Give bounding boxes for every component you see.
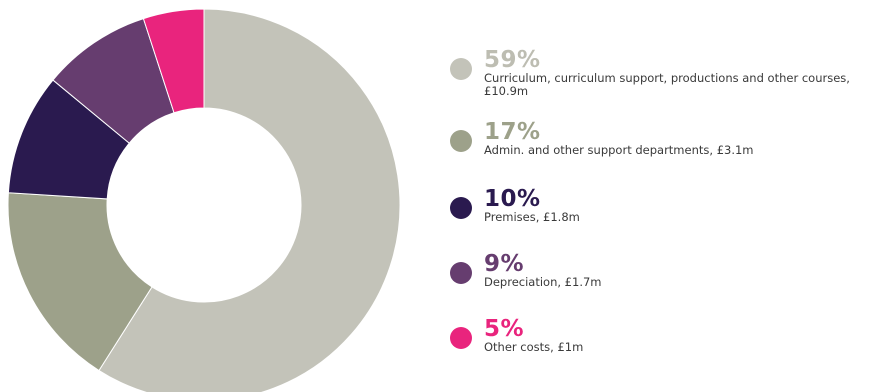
- legend-percent: 9%: [484, 251, 525, 277]
- donut-slice-2: [7, 192, 153, 372]
- legend-item: 9% Depreciation, £1.7m: [450, 252, 602, 289]
- legend-swatch: [450, 262, 472, 284]
- legend-label: Premises, £1.8m: [484, 210, 580, 224]
- legend-percent: 10%: [484, 186, 541, 212]
- donut-slice-1: [98, 8, 401, 392]
- donut-graphic: [7, 8, 401, 392]
- legend-text: 17% Admin. and other support departments,…: [484, 120, 754, 157]
- legend-item: 17% Admin. and other support departments,…: [450, 120, 754, 157]
- legend-swatch: [450, 130, 472, 152]
- legend-label: Depreciation, £1.7m: [484, 275, 602, 289]
- legend-percent: 59%: [484, 47, 541, 73]
- legend-label: Other costs, £1m: [484, 340, 584, 354]
- legend-text: 5% Other costs, £1m: [484, 317, 583, 354]
- legend-text: 59% Curriculum, curriculum support, produ…: [484, 48, 864, 98]
- legend-percent: 5%: [484, 316, 525, 342]
- legend-text: 10% Premises, £1.8m: [484, 187, 580, 224]
- legend-swatch: [450, 197, 472, 219]
- legend-item: 59% Curriculum, curriculum support, produ…: [450, 48, 864, 98]
- legend-item: 10% Premises, £1.8m: [450, 187, 580, 224]
- legend-text: 9% Depreciation, £1.7m: [484, 252, 602, 289]
- legend-label: Admin. and other support departments, £3…: [484, 143, 754, 157]
- donut-slice-5: [142, 8, 205, 114]
- legend-swatch: [450, 327, 472, 349]
- legend-label: Curriculum, curriculum support, producti…: [484, 71, 850, 98]
- legend-swatch: [450, 58, 472, 80]
- legend-item: 5% Other costs, £1m: [450, 317, 583, 354]
- legend-percent: 17%: [484, 119, 541, 145]
